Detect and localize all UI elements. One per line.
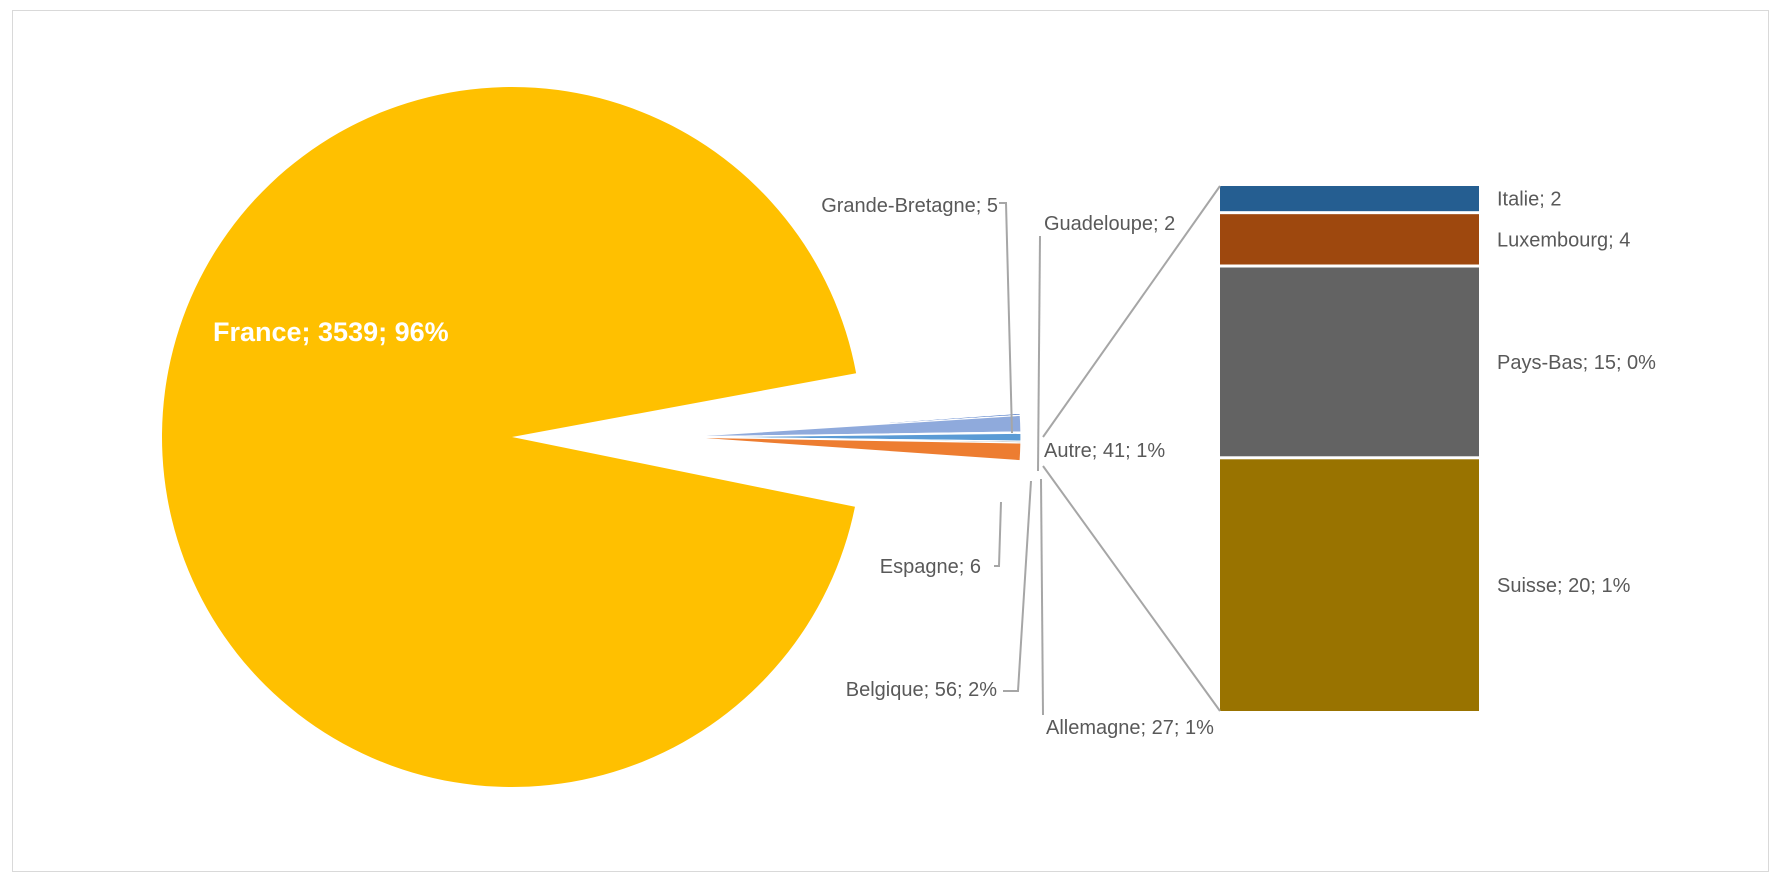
bar-segment-suisse [1220, 459, 1479, 711]
data-label-espagne: Espagne; 6 [880, 556, 981, 578]
data-label-grande-bretagne: Grande-Bretagne; 5 [821, 195, 998, 217]
bar-segment-pays-bas [1220, 267, 1479, 457]
leader-line-espagne [994, 501, 1002, 567]
leader-line-grande-bretagne [999, 202, 1013, 434]
bar-segment-italie [1220, 186, 1479, 212]
data-label-belgique: Belgique; 56; 2% [846, 679, 997, 701]
pie-slice-france [161, 86, 857, 787]
data-label-italie: Italie; 2 [1497, 189, 1561, 211]
chart-area: France; 3539; 96% Grande-Bretagne; 5 Guade… [12, 10, 1769, 872]
bar-segment-luxembourg [1220, 214, 1479, 265]
data-label-suisse: Suisse; 20; 1% [1497, 575, 1631, 597]
connector-line-top [1042, 185, 1221, 438]
data-label-allemagne: Allemagne; 27; 1% [1046, 717, 1214, 739]
bar-of-pie-chart: France; 3539; 96% Grande-Bretagne; 5 Guade… [161, 86, 1656, 787]
data-label-guadeloupe: Guadeloupe; 2 [1044, 213, 1175, 235]
data-label-pays-bas: Pays-Bas; 15; 0% [1497, 352, 1656, 374]
leader-line-allemagne [1040, 478, 1044, 716]
data-label-autre: Autre; 41; 1% [1044, 440, 1165, 462]
data-label-luxembourg: Luxembourg; 4 [1497, 229, 1630, 251]
data-label-france: France; 3539; 96% [213, 317, 449, 347]
connector-line-bottom [1042, 465, 1221, 712]
leader-line-belgique [1003, 480, 1032, 692]
leader-line-guadeloupe [1037, 235, 1041, 472]
pie-slice-belgique [680, 436, 1022, 462]
